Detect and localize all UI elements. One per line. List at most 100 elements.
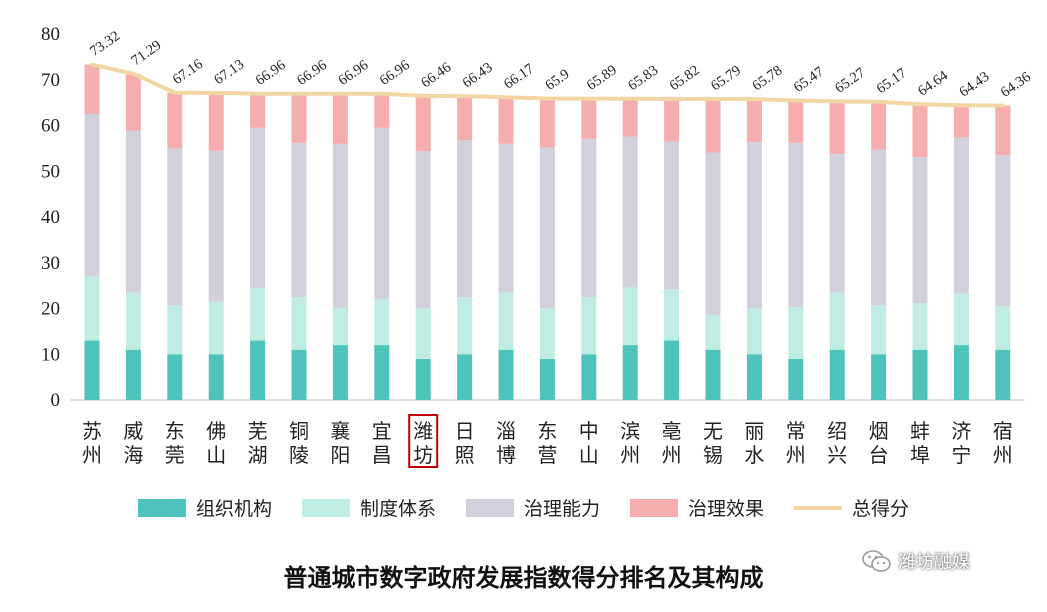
category-label: 佛 (206, 419, 226, 443)
bar-segment-4 (167, 92, 183, 149)
category-label: 苏 (82, 419, 102, 443)
category-label: 日 (455, 419, 475, 443)
bar-segment-1 (457, 354, 473, 400)
category-label: 莞 (165, 443, 185, 467)
category-label: 海 (123, 443, 143, 467)
bar-segment-2 (208, 301, 224, 355)
category-label: 襄 (330, 419, 350, 443)
data-label: 67.16 (170, 56, 206, 88)
bar-segment-3 (84, 113, 100, 277)
category-label: 济 (951, 419, 971, 443)
bar-segment-1 (622, 345, 638, 400)
legend-swatch (630, 499, 678, 517)
category-label: 州 (662, 443, 682, 467)
bar-segment-4 (250, 93, 266, 128)
bar-segment-2 (415, 308, 431, 359)
bar-segment-3 (912, 157, 928, 304)
highlight-box (408, 414, 439, 468)
bar-segment-3 (705, 152, 721, 315)
data-label: 64.36 (998, 69, 1034, 101)
bar-segment-4 (912, 104, 928, 158)
data-label: 71.29 (129, 37, 165, 69)
bar-segment-3 (622, 136, 638, 288)
bar-segment-4 (539, 98, 555, 148)
legend-label: 制度体系 (360, 498, 436, 520)
bar-segment-4 (705, 99, 721, 153)
legend-label: 治理能力 (524, 498, 600, 520)
bar-segment-1 (953, 345, 969, 400)
category-label: 阳 (330, 443, 350, 467)
total-score-polyline (90, 62, 1005, 108)
bar-segment-2 (332, 307, 348, 346)
category-label: 博 (496, 443, 516, 467)
bar-segment-3 (664, 141, 680, 290)
bar-segment-1 (664, 340, 680, 400)
category-label: 绍 (827, 419, 847, 443)
category-label: 台 (869, 443, 889, 467)
bar-segment-4 (415, 95, 431, 152)
category-label: 东 (165, 419, 185, 443)
bar-segment-4 (995, 105, 1011, 156)
data-label: 66.46 (418, 59, 454, 91)
watermark: 潍坊融媒 (862, 548, 970, 574)
bar-segment-3 (829, 153, 845, 293)
category-label: 无 (703, 419, 723, 443)
bar-segment-1 (415, 358, 431, 400)
category-label: 埠 (910, 443, 930, 467)
data-label: 66.43 (460, 60, 496, 92)
bar-segment-4 (622, 98, 638, 137)
bar-segment-3 (250, 127, 266, 288)
bar-segment-2 (498, 292, 514, 350)
bar-segment-1 (581, 354, 597, 400)
category-label: 州 (82, 443, 102, 467)
category-label: 兴 (827, 443, 847, 467)
data-label: 66.96 (253, 57, 289, 89)
data-label: 66.17 (501, 61, 537, 93)
bar-segment-3 (995, 155, 1011, 307)
bar-segment-1 (332, 345, 348, 400)
bar-segment-4 (953, 105, 969, 138)
category-label: 昌 (372, 443, 392, 467)
y-tick-label: 80 (41, 24, 60, 45)
data-label: 65.89 (584, 62, 620, 94)
bar-segment-3 (953, 137, 969, 294)
data-label: 67.13 (211, 56, 247, 88)
bar-segment-3 (167, 148, 183, 306)
bar-segment-1 (705, 349, 721, 400)
data-label: 65.78 (750, 63, 786, 95)
y-tick-label: 40 (41, 207, 60, 228)
legend-swatch (302, 499, 350, 517)
bar-segment-2 (291, 297, 307, 350)
bar-segment-2 (829, 292, 845, 350)
category-label: 山 (579, 443, 599, 467)
bar-segment-4 (788, 100, 804, 143)
bar-segment-4 (332, 93, 348, 144)
bar-segment-4 (457, 96, 473, 141)
category-label: 宜 (372, 419, 392, 443)
bar-segment-3 (581, 138, 597, 298)
data-label: 66.96 (294, 57, 330, 89)
bars (84, 64, 1011, 400)
data-label: 65.47 (791, 64, 827, 96)
bar-segment-3 (332, 143, 348, 308)
bar-segment-4 (829, 101, 845, 154)
category-label: 陵 (289, 443, 309, 467)
bar-segment-4 (871, 101, 887, 150)
category-label: 湖 (248, 443, 268, 467)
y-axis: 0 10 20 30 40 50 60 70 80 (41, 24, 1025, 411)
category-label: 水 (744, 443, 764, 467)
bar-segment-4 (581, 98, 597, 139)
bar-segment-1 (829, 349, 845, 400)
legend-swatch (466, 499, 514, 517)
data-label: 65.82 (667, 62, 703, 94)
bar-segment-1 (539, 358, 555, 400)
legend-label: 治理效果 (688, 498, 764, 520)
category-label: 州 (620, 443, 640, 467)
data-label: 65.83 (625, 62, 661, 94)
bar-segment-2 (457, 297, 473, 355)
data-label: 65.79 (708, 62, 744, 94)
bar-segment-2 (664, 289, 680, 341)
category-label: 蚌 (910, 419, 930, 443)
bar-segment-2 (912, 303, 928, 350)
